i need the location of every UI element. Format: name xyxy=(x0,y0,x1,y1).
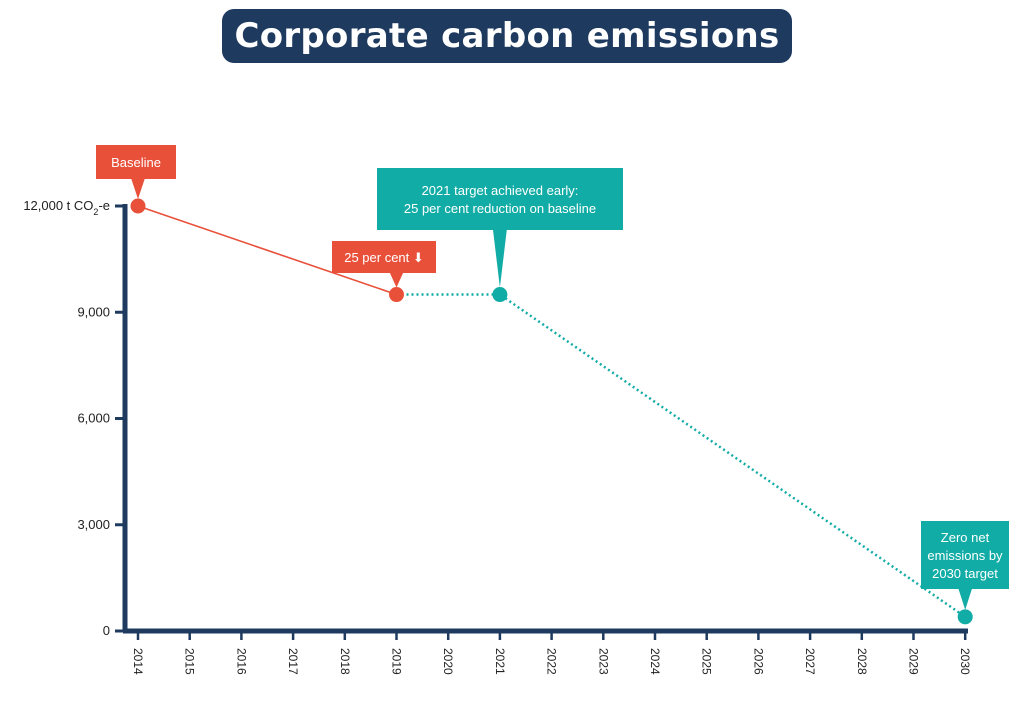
x-tick-label: 2019 xyxy=(390,648,404,675)
callout-pointer xyxy=(131,178,145,199)
callout-label: Zero net xyxy=(941,530,990,545)
data-point xyxy=(957,609,973,625)
y-tick-label: 3,000 xyxy=(77,517,110,532)
callout-pointer xyxy=(492,229,507,288)
x-tick-label: 2022 xyxy=(545,648,559,675)
chart-title: Corporate carbon emissions xyxy=(222,9,792,63)
x-tick-label: 2020 xyxy=(441,648,455,675)
y-tick-label: 0 xyxy=(103,623,110,638)
data-point xyxy=(130,198,146,214)
callout-pointer xyxy=(958,588,973,610)
callout-label: 2021 target achieved early: xyxy=(422,183,579,198)
x-tick-label: 2014 xyxy=(131,648,145,675)
actual-line xyxy=(137,205,397,296)
x-tick-label: 2015 xyxy=(183,648,197,675)
data-point xyxy=(492,287,508,303)
callout-pointer xyxy=(389,272,404,288)
callout-box xyxy=(332,241,436,273)
x-tick-label: 2016 xyxy=(234,648,248,675)
x-tick-label: 2025 xyxy=(700,648,714,675)
callout-label: 25 per cent ⬇ xyxy=(344,250,424,265)
callout-box xyxy=(96,145,176,179)
x-tick-label: 2018 xyxy=(338,648,352,675)
x-tick-label: 2030 xyxy=(958,648,972,675)
callout-box xyxy=(921,521,1009,589)
x-tick-label: 2028 xyxy=(855,648,869,675)
callout-label: 2030 target xyxy=(932,566,998,581)
x-tick-label: 2027 xyxy=(803,648,817,675)
x-tick-label: 2029 xyxy=(907,648,921,675)
callout-label: emissions by xyxy=(927,548,1003,563)
y-tick-label: 12,000 t CO2-e xyxy=(23,198,110,217)
target-line xyxy=(396,293,966,618)
callout-label: Baseline xyxy=(111,155,161,170)
x-tick-label: 2024 xyxy=(648,648,662,675)
callout-box xyxy=(377,168,623,230)
x-tick-label: 2017 xyxy=(286,648,300,675)
x-tick-label: 2026 xyxy=(751,648,765,675)
callout-label: 25 per cent reduction on baseline xyxy=(404,201,596,216)
x-tick-label: 2021 xyxy=(493,648,507,675)
y-tick-label: 9,000 xyxy=(77,304,110,319)
y-tick-label: 6,000 xyxy=(77,411,110,426)
data-point xyxy=(389,287,404,303)
x-tick-label: 2023 xyxy=(596,648,610,675)
